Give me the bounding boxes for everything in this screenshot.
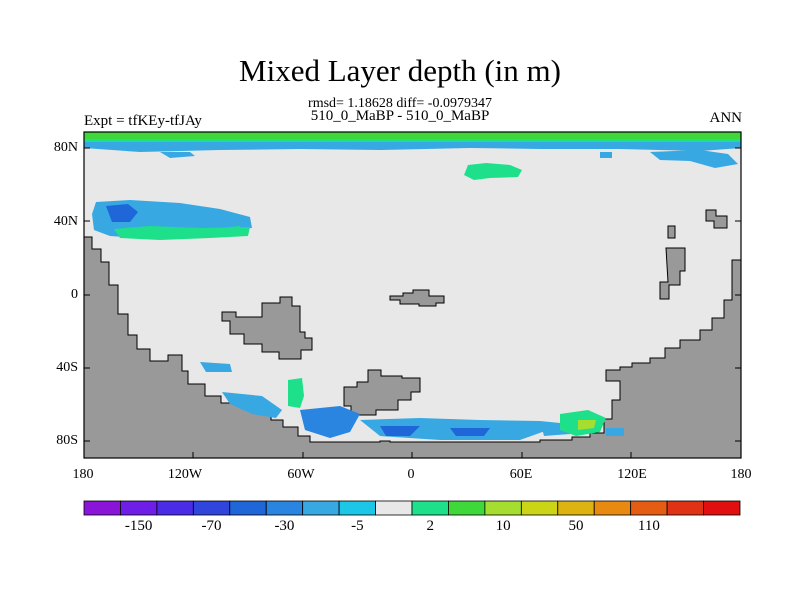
anomaly-pacific-green (114, 226, 250, 240)
anomaly-arctic-east-blob2 (600, 152, 612, 158)
equatorial-island (389, 289, 445, 307)
colorbar-swatch (265, 500, 304, 516)
east-islet (667, 225, 676, 239)
lon-tick-180w: 180 (72, 467, 94, 482)
colorbar-swatch (192, 500, 231, 516)
lon-tick-120w: 120W (167, 467, 203, 482)
colorbar-label: -30 (274, 518, 295, 534)
colorbar-label: -70 (201, 518, 222, 534)
colorbar-label: 10 (495, 518, 511, 534)
colorbar-label: 110 (637, 518, 660, 534)
anomaly-arctic-band (84, 141, 741, 152)
anomaly-arctic-positive (84, 132, 741, 141)
lon-tick-180e: 180 (730, 467, 752, 482)
lon-tick-60e: 60E (509, 467, 533, 482)
northeast-islet (705, 209, 728, 229)
colorbar-swatch (302, 500, 340, 516)
east-island (659, 247, 686, 300)
colorbar-label: 50 (568, 518, 584, 534)
anomaly-southern-lime (578, 420, 596, 430)
colorbar-swatch (120, 500, 158, 516)
anomaly-southern-east (606, 428, 624, 436)
southern-continent-west (221, 296, 313, 360)
lon-tick-60w: 60W (287, 467, 315, 482)
lat-tick-40n: 40N (53, 214, 78, 229)
colorbar-swatch (448, 500, 486, 516)
colorbar-swatch (557, 500, 595, 516)
lat-tick-0: 0 (71, 287, 78, 302)
colorbar-swatch (156, 500, 194, 516)
anomaly-southern-5 (450, 428, 490, 436)
colorbar-swatch (593, 500, 632, 516)
map-title: Mixed Layer depth (in m) (239, 53, 561, 88)
southern-continent-east (343, 369, 421, 416)
case-names: 510_0_MaBP - 510_0_MaBP (310, 108, 490, 124)
colorbar-swatch (484, 500, 522, 516)
anomaly-southern-1 (222, 392, 282, 418)
season-label: ANN (709, 110, 743, 126)
axis-ticks (83, 147, 742, 458)
lat-tick-80n: 80N (53, 140, 78, 155)
colorbar-swatch (520, 500, 559, 516)
anomaly-southern-2 (300, 406, 360, 438)
colorbar-swatch (411, 500, 449, 516)
colorbar-swatch (83, 500, 121, 516)
anomaly-arctic-east-blob (650, 150, 738, 168)
colorbar-swatch (229, 500, 267, 516)
lat-tick-40s: 40S (56, 360, 78, 375)
colorbar-label: -5 (351, 518, 364, 534)
lat-tick-80s: 80S (56, 433, 78, 448)
anomaly-pacific-darkblue (106, 204, 138, 222)
colorbar-swatch (375, 500, 413, 516)
colorbar-label: 2 (426, 518, 434, 534)
anomaly-pacific-east-green (222, 226, 240, 236)
colorbar-swatch (703, 500, 741, 516)
anomaly-arctic-positive-edge (84, 139, 741, 142)
colorbar-swatch (338, 500, 376, 516)
colorbar-swatch (666, 500, 704, 516)
anomaly-atlantic-green (464, 163, 522, 180)
colorbar (83, 500, 741, 516)
anomaly-southern-4 (380, 426, 420, 436)
colorbar-label: -150 (124, 518, 153, 534)
lon-tick-0: 0 (407, 467, 415, 482)
antarctica-land (83, 236, 742, 459)
anomaly-southern-west (200, 362, 232, 372)
anomaly-mid-atlantic-green (288, 378, 304, 408)
lon-tick-120e: 120E (617, 467, 647, 482)
colorbar-swatch (630, 500, 668, 516)
rmsd-diff-stats: rmsd= 1.18628 diff= -0.0979347 (308, 96, 492, 111)
experiment-label: Expt = tfKEy-tfJAy (84, 113, 202, 129)
anomaly-arctic-west-blob (160, 152, 195, 158)
